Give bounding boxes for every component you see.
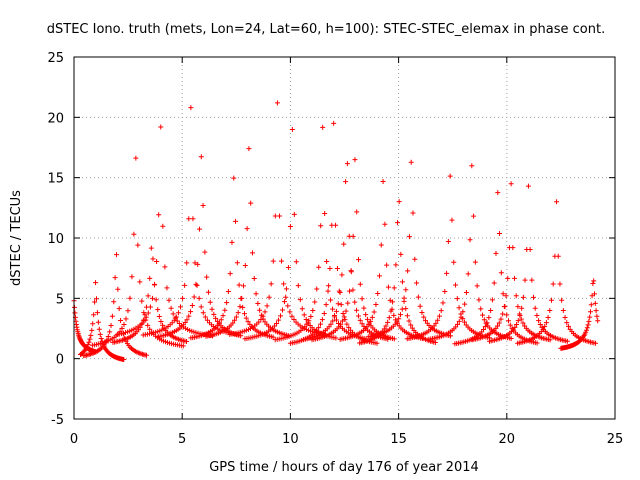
- plus-point-marks: [203, 146, 291, 339]
- y-axis-label: dSTEC / TECUs: [9, 190, 24, 286]
- chart-title: dSTEC Iono. truth (mets, Lon=24, Lat=60,…: [47, 22, 605, 37]
- series-22: [469, 181, 553, 343]
- plus-point-marks: [452, 190, 540, 347]
- plus-point-marks: [155, 154, 244, 340]
- series-25: [558, 278, 601, 351]
- series-1: [77, 280, 127, 363]
- plus-point-marks: [309, 157, 397, 343]
- series-14: [300, 161, 391, 343]
- y-tick-label: 10: [47, 232, 64, 247]
- y-tick-label: 20: [47, 111, 64, 126]
- series-19: [404, 173, 492, 342]
- gridlines: [74, 57, 615, 419]
- plus-point-marks: [337, 178, 425, 342]
- plus-point-marks: [558, 278, 601, 351]
- series-23: [486, 183, 570, 344]
- series-13: [287, 120, 380, 346]
- plus-point-marks: [287, 120, 380, 346]
- x-tick-label: 10: [282, 432, 299, 447]
- series-9: [203, 146, 291, 339]
- series-3: [89, 155, 186, 349]
- series-18: [365, 159, 454, 340]
- y-tick-label: -5: [51, 413, 64, 428]
- plus-point-marks: [469, 181, 553, 343]
- x-tick-label: 25: [607, 432, 624, 447]
- x-tick-label: 5: [178, 432, 186, 447]
- data-points: [71, 100, 601, 363]
- y-tick-label: 15: [47, 172, 64, 187]
- plus-point-marks: [404, 173, 492, 342]
- plus-point-marks: [486, 183, 570, 344]
- x-axis-label: GPS time / hours of day 176 of year 2014: [209, 460, 479, 475]
- axis-ticks: 0 5 10 15 20 25 -5 0 5 10 15 20 25: [47, 51, 623, 447]
- plus-point-marks: [515, 199, 599, 346]
- plus-point-marks: [300, 161, 391, 343]
- x-tick-label: 0: [70, 432, 78, 447]
- y-tick-label: 25: [47, 51, 64, 66]
- plus-point-marks: [77, 280, 127, 363]
- series-12: [272, 124, 369, 343]
- series-7: [155, 154, 244, 340]
- series-24: [515, 199, 599, 346]
- plot-frame: [73, 56, 616, 420]
- plus-point-marks: [227, 100, 328, 338]
- y-tick-label: 5: [56, 292, 64, 307]
- series-10: [227, 100, 328, 338]
- x-tick-label: 15: [390, 432, 407, 447]
- plus-point-marks: [272, 124, 369, 343]
- series-15: [309, 157, 397, 343]
- series-16: [337, 178, 425, 342]
- plus-point-marks: [365, 159, 454, 340]
- x-tick-label: 20: [499, 432, 516, 447]
- y-tick-label: 0: [56, 353, 64, 368]
- plus-point-marks: [89, 155, 186, 349]
- series-21: [452, 190, 540, 347]
